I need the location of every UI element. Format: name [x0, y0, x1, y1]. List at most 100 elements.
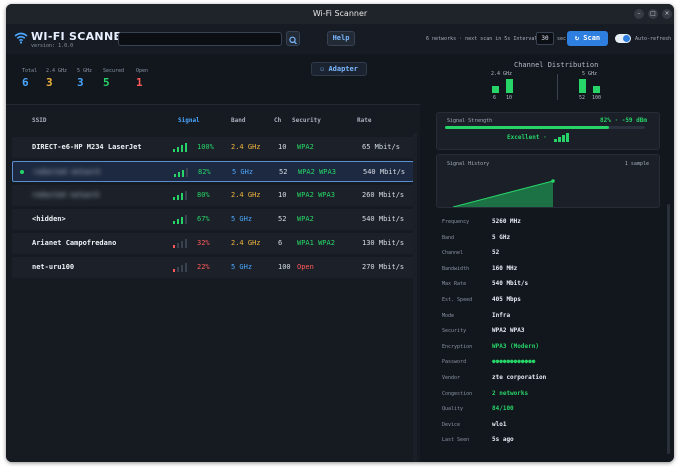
list-scrollbar[interactable] — [413, 133, 417, 462]
help-button[interactable]: Help — [327, 31, 355, 46]
detail-value: 160 MHz — [492, 264, 518, 272]
channel-distribution-title: Channel Distribution — [514, 61, 599, 69]
row-signal: 67% — [197, 215, 210, 223]
close-button[interactable]: × — [662, 9, 672, 19]
chan-tick-52: 52 — [579, 95, 586, 101]
auto-refresh-toggle[interactable] — [615, 34, 631, 43]
col-ssid[interactable]: SSID — [32, 117, 47, 124]
stat-open: Open 1 — [136, 68, 149, 89]
scan-label: Scan — [583, 34, 601, 42]
detail-row: Frequency 5260 MHz — [442, 216, 662, 228]
row-security: Open — [297, 263, 314, 271]
search-input[interactable] — [118, 32, 282, 46]
detail-row: Est. Speed 405 Mbps — [442, 294, 662, 306]
table-row[interactable]: net-uru100 22% 5 GHz 100 Open 270 Mbit/s — [12, 257, 414, 278]
detail-row: Password ●●●●●●●●●●●● — [442, 356, 662, 368]
detail-key: Security — [442, 328, 467, 335]
row-ssid: redacted network — [32, 191, 100, 199]
chan-separator — [557, 74, 558, 100]
signal-bars-icon — [173, 239, 189, 248]
detail-value: 84/100 — [492, 405, 514, 413]
detail-scrollbar[interactable] — [667, 204, 670, 454]
stat-secured: Secured 5 — [103, 68, 125, 89]
detail-key: Congestion — [442, 390, 473, 397]
chan-bar-100 — [593, 86, 600, 93]
col-ch[interactable]: Ch — [274, 117, 282, 124]
table-row[interactable]: <hidden> 67% 5 GHz 52 WPA2 540 Mbit/s — [12, 209, 414, 230]
stat-total: Total 6 — [22, 68, 38, 89]
row-channel: 52 — [278, 215, 287, 223]
row-security: WPA1 WPA2 — [297, 239, 335, 247]
row-channel: 52 — [279, 168, 288, 176]
table-row[interactable]: redacted network 80% 2.4 GHz 10 WPA2 WPA3 260… — [12, 185, 414, 206]
detail-value: wlo1 — [492, 420, 507, 428]
detail-key: Encryption — [442, 343, 473, 350]
signal-history-card: Signal History 1 sample — [436, 154, 660, 208]
detail-key: Bandwidth — [442, 265, 470, 272]
app-title: WI-FI SCANNER — [31, 30, 131, 43]
signal-bars-icon — [173, 143, 189, 152]
col-security[interactable]: Security — [292, 117, 321, 124]
row-signal: 80% — [197, 191, 210, 199]
adapter-button[interactable]: ⚇ Adapter — [311, 62, 367, 76]
search-button[interactable] — [286, 31, 300, 46]
row-security: WPA2 — [297, 215, 314, 223]
row-channel: 10 — [278, 143, 287, 151]
detail-value: 52 — [492, 249, 500, 257]
maximize-button[interactable]: □ — [648, 9, 658, 19]
minimize-button[interactable]: – — [634, 9, 644, 19]
row-ssid: redacted network — [33, 168, 101, 176]
detail-row: Band 5 GHz — [442, 232, 662, 244]
signal-bars-icon — [174, 168, 190, 177]
row-rate: 65 Mbit/s — [362, 143, 400, 151]
detail-value: Infra — [492, 311, 511, 319]
row-band: 2.4 GHz — [231, 191, 261, 199]
app-window: Wi-Fi Scanner – □ × WI-FI SCANNER versio… — [6, 4, 674, 462]
detail-key: Channel — [442, 250, 464, 257]
row-band: 5 GHz — [232, 168, 254, 176]
row-signal: 100% — [197, 143, 214, 151]
row-security: WPA2 WPA3 — [298, 168, 336, 176]
col-band[interactable]: Band — [231, 117, 246, 124]
row-rate: 540 Mbit/s — [363, 168, 406, 176]
col-signal[interactable]: Signal — [178, 117, 200, 124]
table-row[interactable]: Arianet Campofredano 32% 2.4 GHz 6 WPA1 WPA2… — [12, 233, 414, 254]
col-rate[interactable]: Rate — [357, 117, 372, 124]
table-row[interactable]: redacted network 82% 5 GHz 52 WPA2 WPA3 540 M… — [12, 161, 414, 182]
row-signal: 22% — [197, 263, 210, 271]
row-security: WPA2 WPA3 — [297, 191, 335, 199]
detail-row: Security WPA2 WPA3 — [442, 325, 662, 337]
detail-row: Device wlo1 — [442, 419, 662, 431]
chan-band-5-label: 5 GHz — [582, 71, 598, 77]
scan-button[interactable]: ↻ Scan — [567, 31, 608, 46]
signal-strength-value: 82% · -59 dBm — [600, 117, 647, 124]
app-version: version: 1.0.0 — [31, 43, 74, 49]
row-ssid: net-uru100 — [32, 263, 75, 271]
chan-bar-10 — [506, 79, 513, 93]
row-rate: 260 Mbit/s — [362, 191, 405, 199]
network-list-panel: SSID Signal Band Ch Security Rate DIRECT… — [6, 104, 420, 462]
detail-key: Device — [442, 421, 461, 428]
row-band: 2.4 GHz — [231, 143, 261, 151]
chan-bar-52 — [579, 79, 586, 93]
signal-strength-card: Signal Strength 82% · -59 dBm Excellent … — [436, 112, 660, 150]
detail-value: 5 GHz — [492, 233, 511, 241]
detail-key: Max Rate — [442, 281, 467, 288]
signal-history-samples: 1 sample — [624, 161, 649, 167]
detail-value: 405 Mbps — [492, 296, 521, 303]
table-row[interactable]: DIRECT-e6-HP M234 LaserJet 100% 2.4 GHz 10 W… — [12, 137, 414, 158]
signal-bars-icon — [554, 133, 569, 142]
chan-band-24-label: 2.4 GHz — [491, 71, 513, 77]
detail-key: Frequency — [442, 219, 470, 225]
detail-row: Max Rate 540 Mbit/s — [442, 278, 662, 290]
signal-strength-fill — [445, 126, 609, 129]
row-security: WPA2 — [297, 143, 314, 151]
chan-tick-6: 6 — [493, 95, 497, 101]
detail-key: Band — [442, 234, 455, 241]
selected-indicator — [20, 170, 24, 174]
list-header: SSID Signal Band Ch Security Rate — [6, 105, 420, 133]
row-ssid: <hidden> — [32, 215, 66, 223]
detail-value: ●●●●●●●●●●●● — [492, 358, 536, 366]
detail-row: Vendor zte corporation — [442, 372, 662, 384]
interval-input[interactable] — [536, 32, 554, 45]
